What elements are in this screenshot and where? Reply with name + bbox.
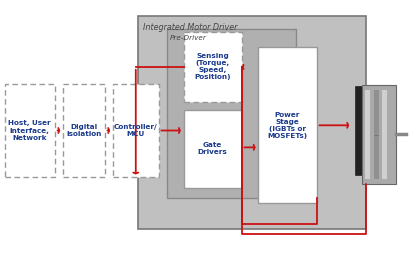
- Bar: [113, 84, 158, 177]
- Bar: [382, 90, 387, 179]
- Bar: [167, 29, 296, 198]
- Bar: [63, 84, 105, 177]
- Bar: [365, 90, 370, 179]
- Text: Gate
Drivers: Gate Drivers: [198, 142, 228, 155]
- Text: ...: ...: [374, 131, 380, 137]
- Bar: [5, 84, 55, 177]
- Text: Sensing
(Torque,
Speed,
Position): Sensing (Torque, Speed, Position): [194, 54, 231, 80]
- Bar: [183, 110, 242, 188]
- Bar: [355, 86, 362, 175]
- Text: Digital
Isolation: Digital Isolation: [66, 124, 101, 137]
- Bar: [374, 90, 379, 179]
- Bar: [138, 16, 367, 229]
- Bar: [259, 48, 317, 203]
- Text: Pre-Driver: Pre-Driver: [170, 35, 207, 41]
- Text: Controller/
MCU: Controller/ MCU: [114, 124, 158, 137]
- Text: Integrated Motor Driver: Integrated Motor Driver: [143, 23, 237, 32]
- Text: Power
Stage
(IGBTs or
MOSFETs): Power Stage (IGBTs or MOSFETs): [267, 112, 307, 139]
- Text: Host, User
Interface,
Network: Host, User Interface, Network: [8, 121, 51, 140]
- Bar: [183, 32, 242, 102]
- Bar: [362, 85, 396, 184]
